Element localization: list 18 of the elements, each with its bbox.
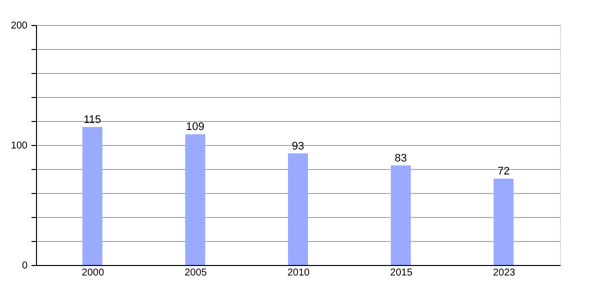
x-tick-label: 2023 [492,268,516,278]
x-tick-label: 2015 [390,268,413,278]
bar [288,153,308,265]
x-tick-label: 2010 [287,268,310,278]
x-tick-label: 2005 [184,268,208,278]
data-label: 115 [84,114,102,126]
data-label: 93 [292,140,304,152]
data-label: 72 [497,166,510,178]
y-tick-label: 100 [10,140,28,152]
y-tick-label: 200 [10,20,28,32]
x-tick-label: 2000 [82,268,104,278]
data-label: 83 [394,152,407,164]
bar [390,165,411,265]
bar [494,178,514,265]
bar [185,134,206,265]
data-label: 109 [186,121,204,134]
bar [82,127,102,265]
y-tick-label: 0 [22,260,28,272]
